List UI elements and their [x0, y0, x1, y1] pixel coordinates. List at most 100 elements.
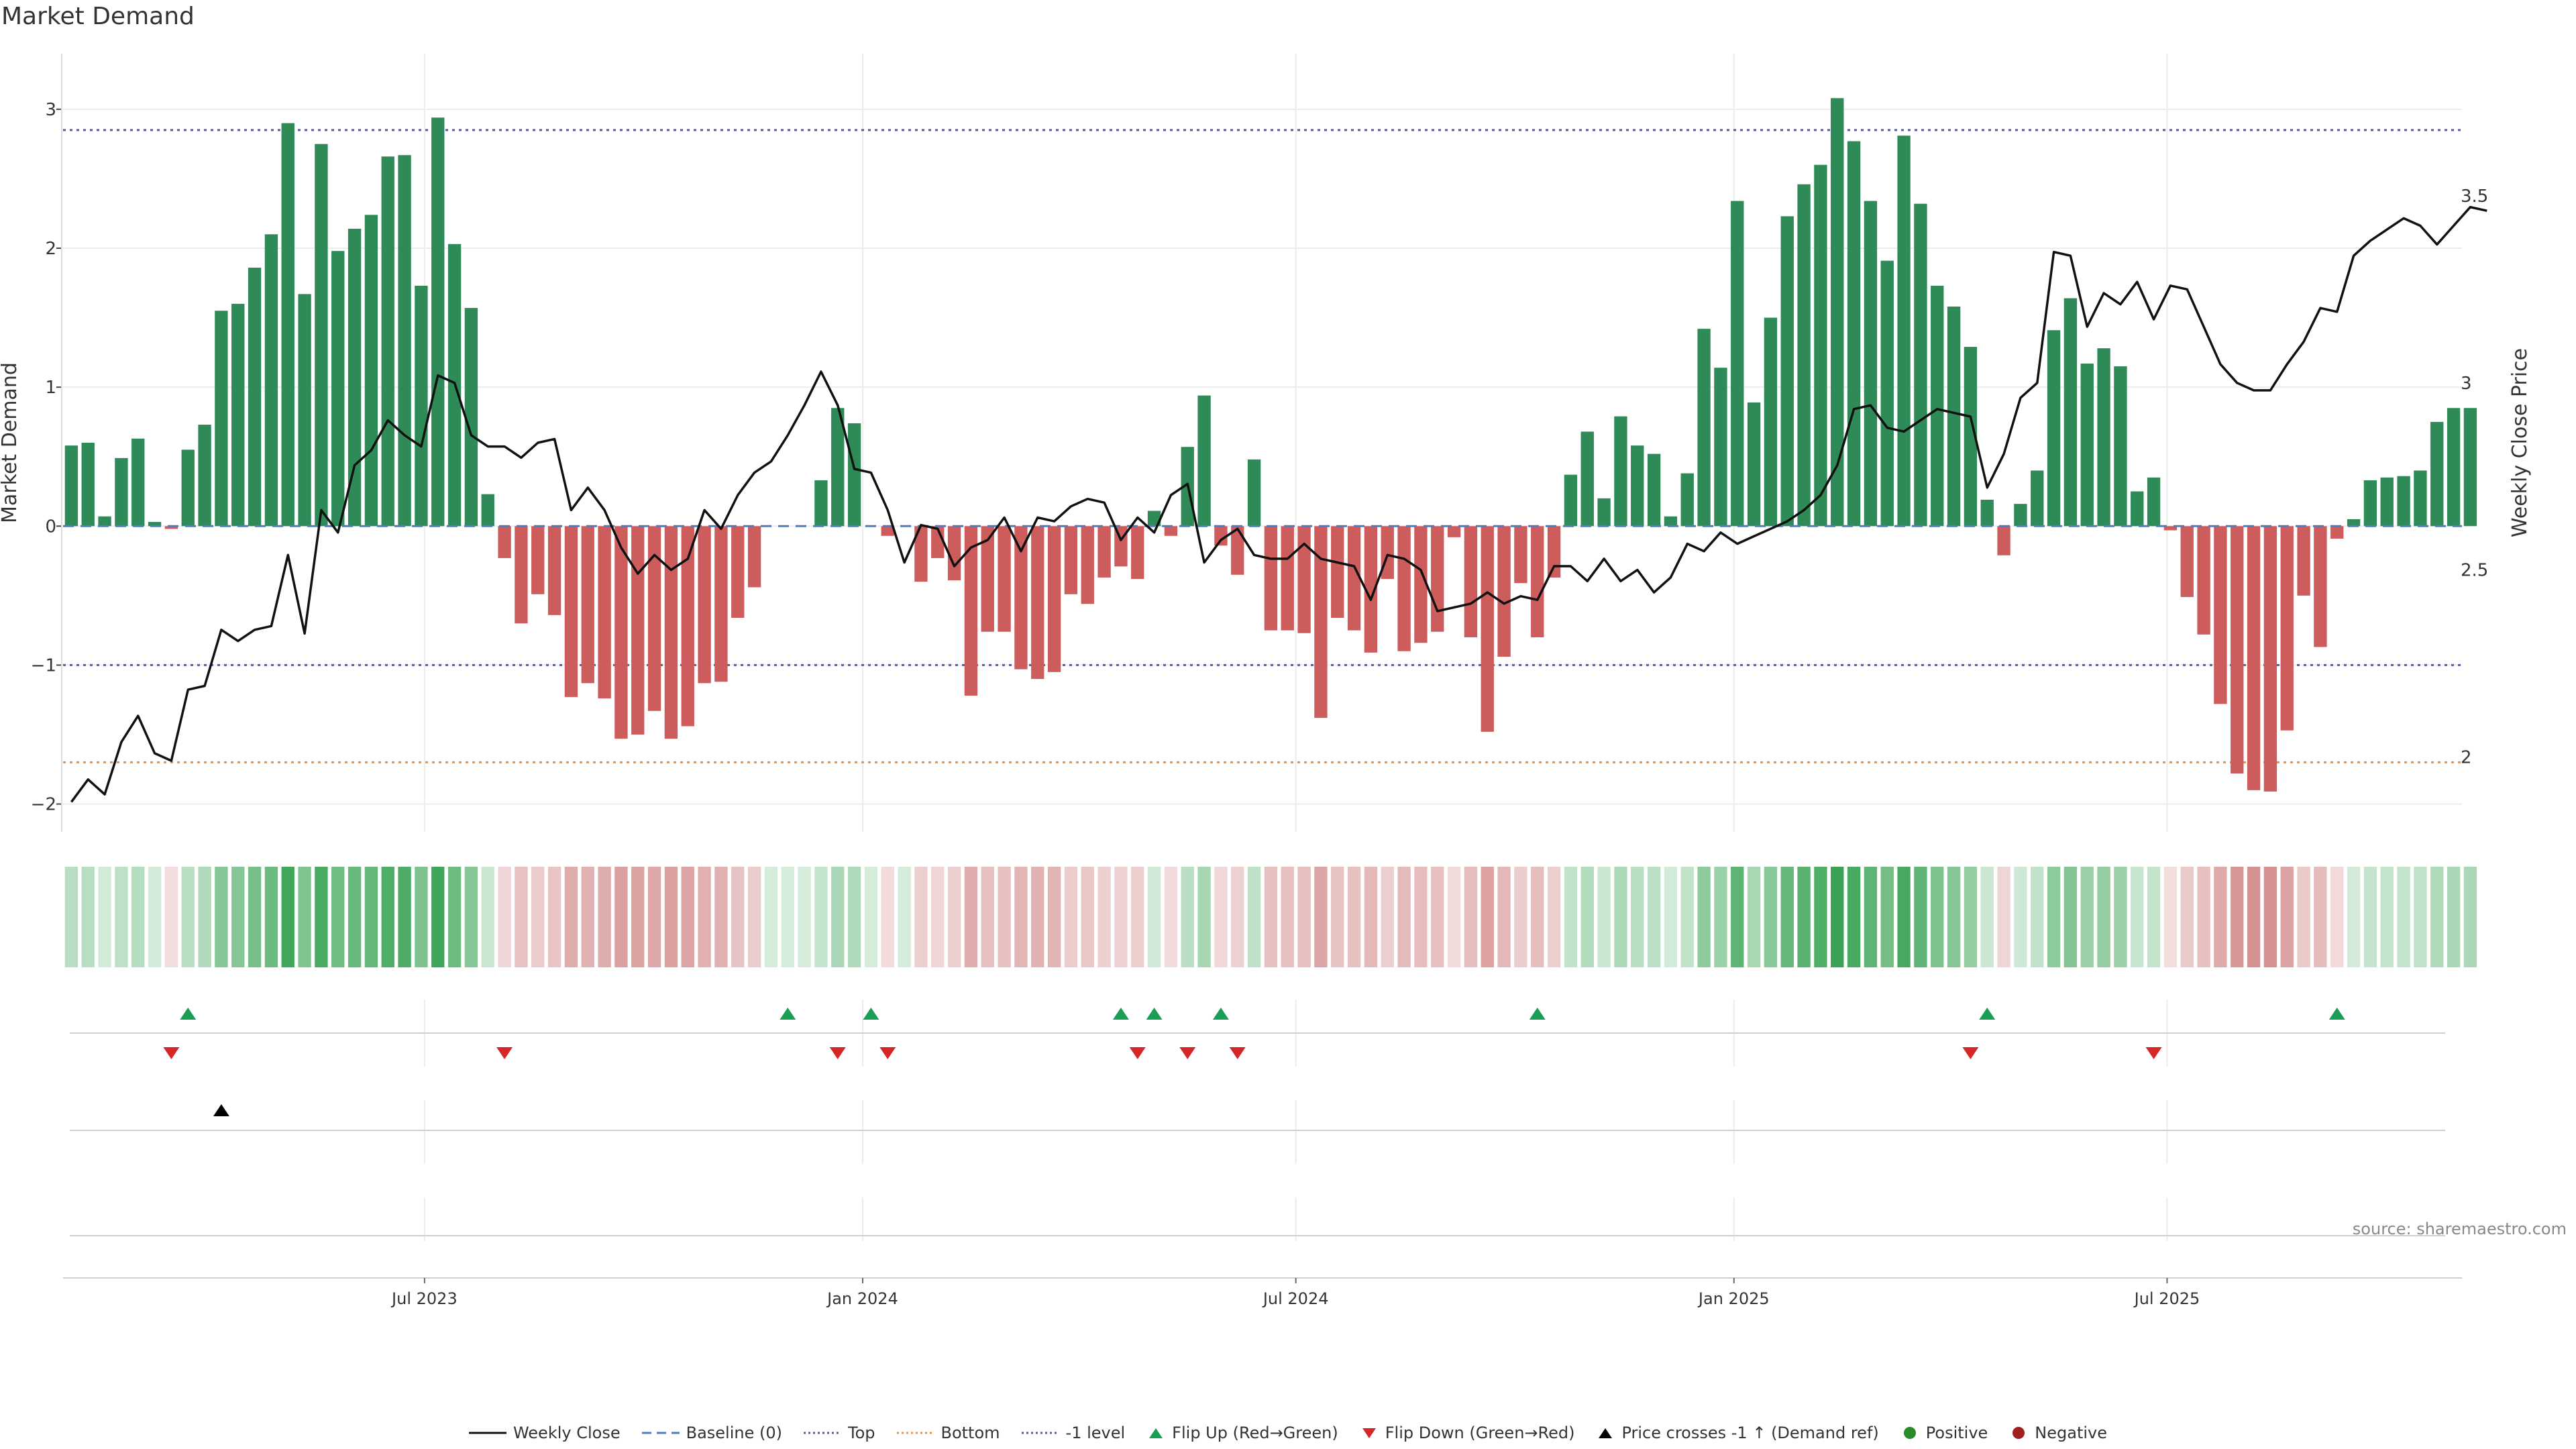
heat-cell [1447, 867, 1461, 967]
heat-cell [798, 867, 811, 967]
heat-cell [531, 867, 545, 967]
demand-bar [664, 526, 678, 739]
heat-cell [1314, 867, 1328, 967]
triangle-down-icon [1362, 1428, 1376, 1438]
heat-cell [1531, 867, 1544, 967]
legend-item-negative[interactable]: Negative [2009, 1424, 2107, 1442]
demand-bar [1931, 285, 1944, 527]
demand-bar [2180, 526, 2194, 597]
demand-bar [81, 443, 95, 527]
legend-item-top[interactable]: Top [804, 1424, 875, 1442]
demand-bar [2330, 526, 2344, 539]
demand-bar [1064, 526, 1078, 594]
heat-cell [1880, 867, 1894, 967]
demand-bar [2430, 421, 2444, 527]
flip-up-marker [1529, 1008, 1546, 1020]
heat-cell [1097, 867, 1111, 967]
heat-cell [981, 867, 994, 967]
legend-item-cross[interactable]: Price crosses -1 ↑ (Demand ref) [1596, 1424, 1879, 1442]
heat-cell [264, 867, 278, 967]
heat-cell [447, 867, 462, 967]
demand-bar [1031, 526, 1044, 680]
heat-cell [2031, 867, 2044, 967]
heat-cell [1347, 867, 1361, 967]
legend-item-bottom[interactable]: Bottom [896, 1424, 1000, 1442]
legend-item-positive[interactable]: Positive [1900, 1424, 1988, 1442]
demand-bar [2247, 526, 2261, 790]
heat-cell [1697, 867, 1711, 967]
heat-cell [1597, 867, 1611, 967]
heat-cell [2214, 867, 2227, 967]
heat-cell [2063, 867, 2078, 967]
heat-cell [315, 867, 328, 967]
heat-cell [64, 867, 78, 967]
heat-cell [2163, 867, 2178, 967]
demand-bar [1131, 526, 1144, 579]
demand-bar [264, 234, 278, 527]
demand-bar [731, 526, 745, 618]
demand-bar [215, 311, 228, 527]
heat-cell [1397, 867, 1411, 967]
demand-bar [298, 294, 311, 527]
demand-bar [1014, 526, 1028, 669]
heat-cell [847, 867, 861, 967]
heat-cell [631, 867, 645, 967]
heat-cell [814, 867, 828, 967]
heat-cell [1214, 867, 1228, 967]
heat-cell [1631, 867, 1644, 967]
heat-cell [1431, 867, 1444, 967]
heat-cell [2447, 867, 2461, 967]
heat-cell [1731, 867, 1744, 967]
heat-cell [864, 867, 878, 967]
legend-label: Flip Up (Red→Green) [1172, 1424, 1338, 1442]
demand-bar [131, 438, 145, 527]
demand-bar [2214, 526, 2227, 704]
legend-item-flip-up[interactable]: Flip Up (Red→Green) [1146, 1424, 1338, 1442]
legend-item-baseline[interactable]: Baseline (0) [641, 1424, 782, 1442]
demand-bar [847, 423, 861, 527]
heat-cell [998, 867, 1011, 967]
demand-bar [1281, 526, 1294, 631]
heat-cell [148, 867, 162, 967]
demand-bar [415, 285, 428, 527]
circle-icon [2012, 1427, 2025, 1439]
x-tick-label: Jan 2025 [1697, 1289, 1770, 1308]
heat-cell [1564, 867, 1578, 967]
heat-cell [547, 867, 561, 967]
legend-item-flip-down[interactable]: Flip Down (Green→Red) [1360, 1424, 1574, 1442]
heat-cell [647, 867, 661, 967]
heat-cell [1714, 867, 1727, 967]
heat-cell [1181, 867, 1194, 967]
y-tick-label: 2 [45, 239, 56, 259]
legend-item-weekly-close[interactable]: Weekly Close [468, 1424, 621, 1442]
y-tick-label: −1 [31, 655, 56, 676]
heat-cell [2180, 867, 2194, 967]
heat-cell [2231, 867, 2244, 967]
heat-cell [347, 867, 362, 967]
heat-cell [1197, 867, 1211, 967]
heat-cell [1680, 867, 1694, 967]
heat-cell [1247, 867, 1261, 967]
heat-cell [1064, 867, 1078, 967]
heat-cell [2097, 867, 2110, 967]
demand-bar [1197, 395, 1211, 527]
demand-bar [964, 526, 978, 696]
demand-bar [1297, 526, 1311, 633]
heat-cell [2014, 867, 2027, 967]
flip-up-marker [780, 1008, 796, 1020]
y2-tick-label: 2 [2461, 747, 2472, 767]
demand-bar [1880, 260, 1894, 527]
heat-cell [681, 867, 694, 967]
heat-cell [2380, 867, 2394, 967]
heat-cell [2197, 867, 2210, 967]
demand-bar [1531, 526, 1544, 637]
legend-item-minus1[interactable]: -1 level [1021, 1424, 1125, 1442]
demand-bar [1780, 216, 1794, 527]
demand-bar [498, 526, 511, 558]
demand-bar [331, 251, 345, 527]
heat-cell [215, 867, 228, 967]
flip-down-marker [1129, 1047, 1146, 1059]
y-tick-label: 3 [45, 100, 56, 120]
demand-bar [248, 268, 262, 527]
